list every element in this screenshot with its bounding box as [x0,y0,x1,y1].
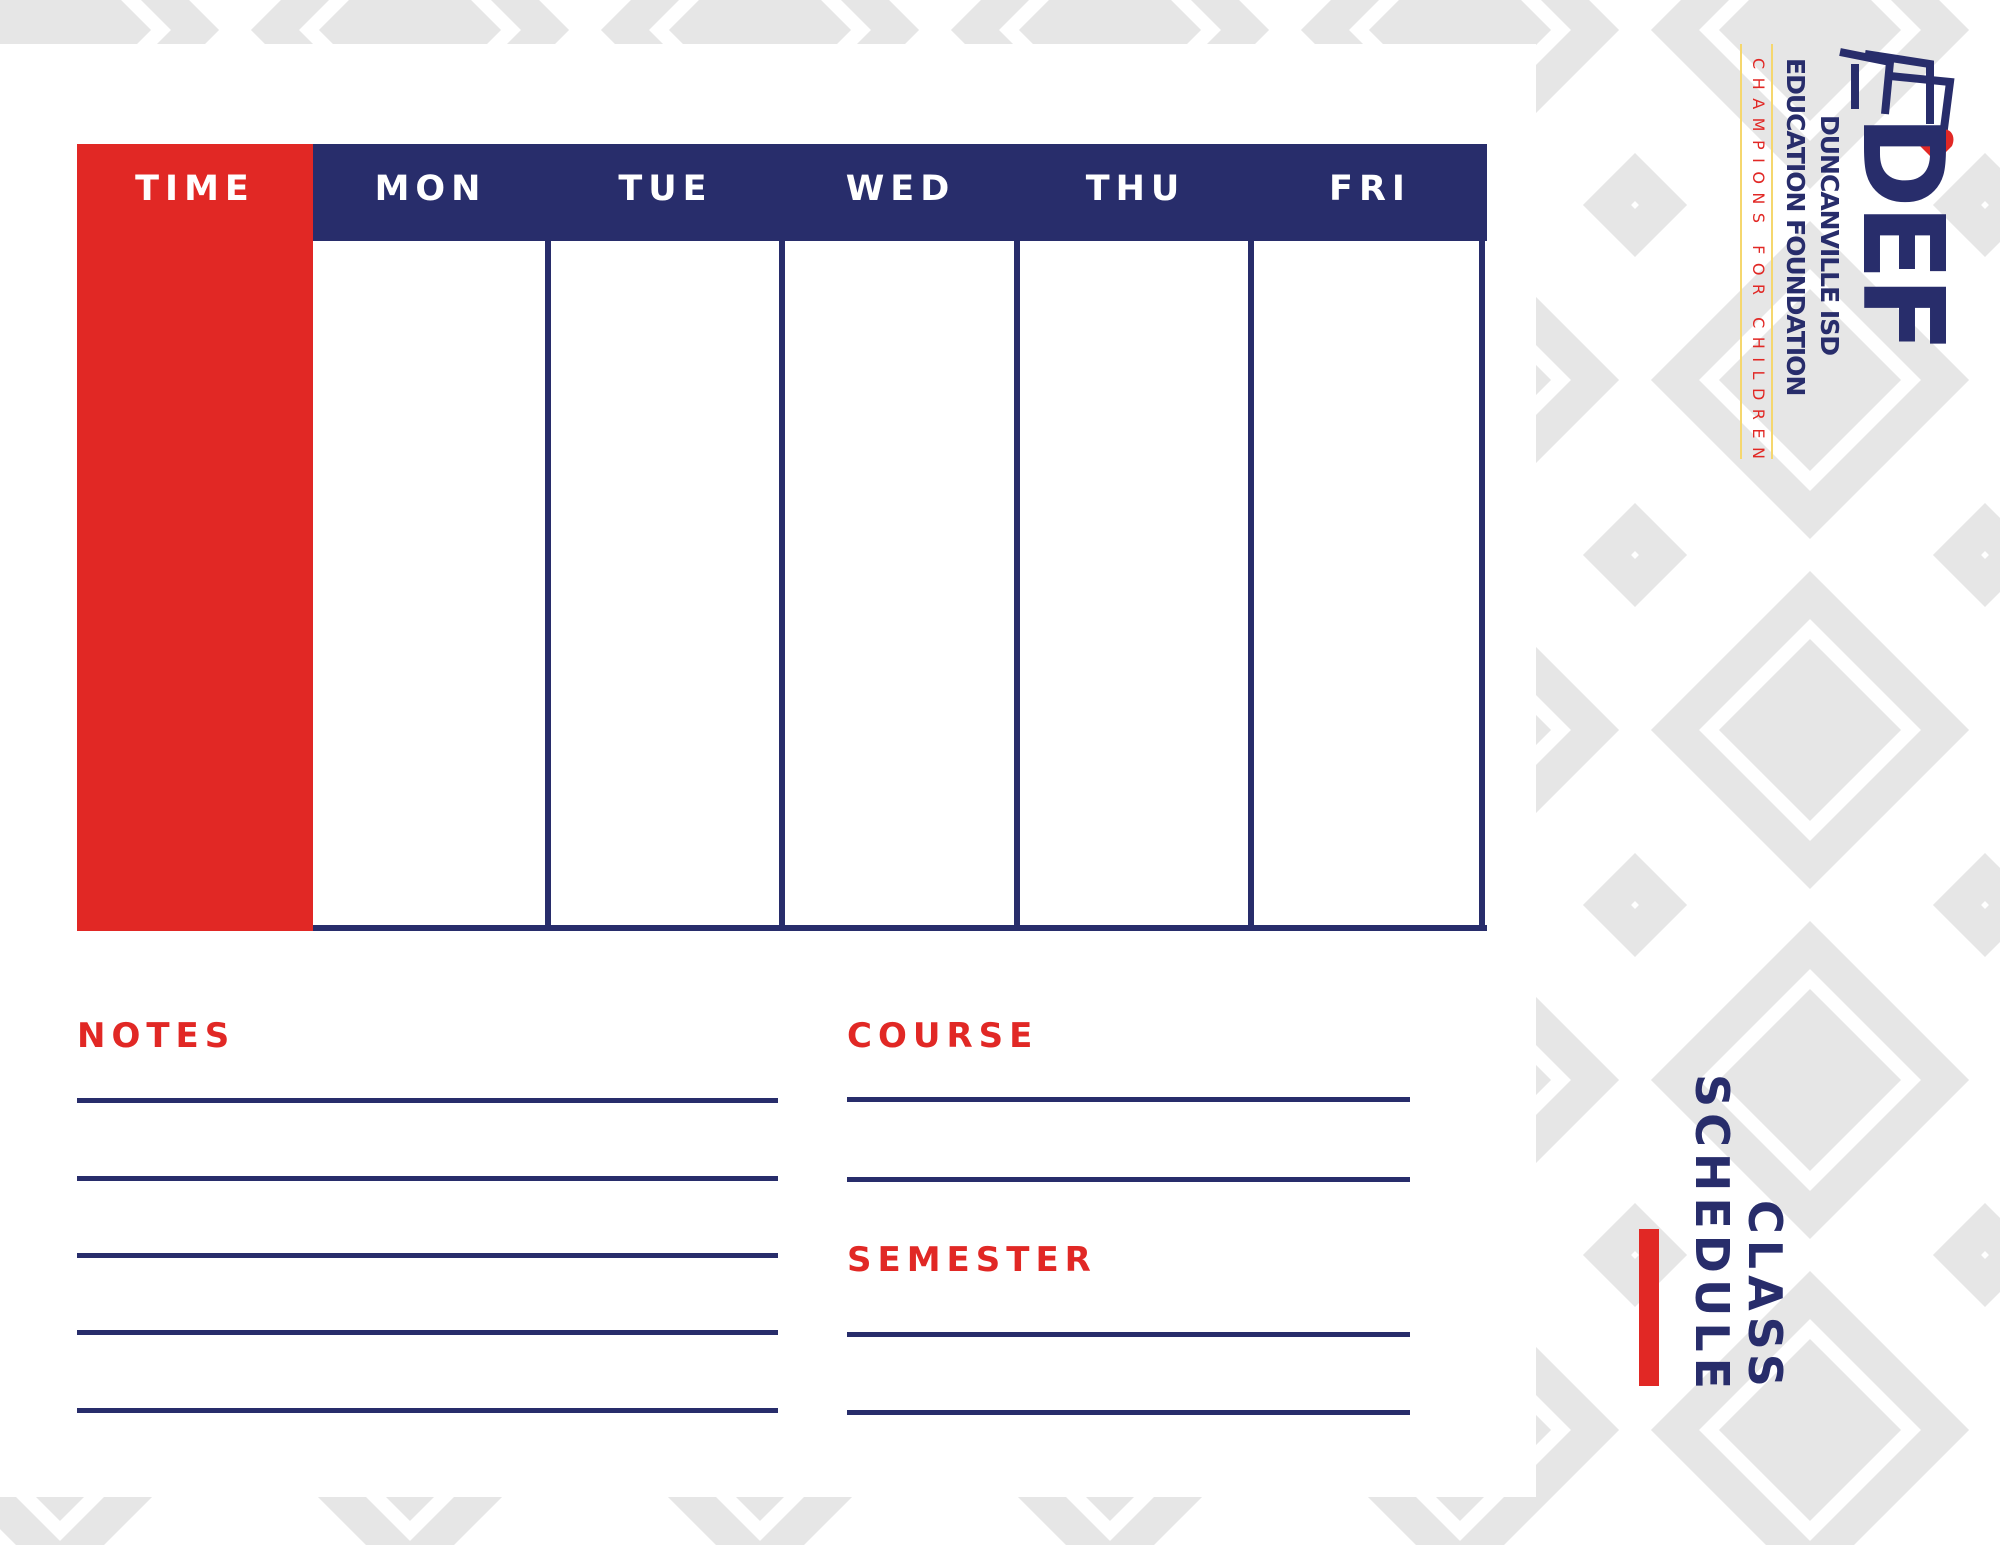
logo-tagline: CHAMPIONS FOR CHILDREN [1749,58,1768,468]
notes-line[interactable] [77,1330,778,1335]
notes-line[interactable] [77,1176,778,1181]
notes-line[interactable] [77,1098,778,1103]
semester-label: SEMESTER [847,1240,1097,1280]
notes-line[interactable] [77,1408,778,1413]
logo-divider [1740,44,1742,459]
title-accent-bar [1639,1229,1659,1386]
title-class: CLASS [1738,1200,1792,1393]
column-divider [1248,241,1254,931]
day-header-fri: FRI [1329,169,1411,209]
semester-line[interactable] [847,1332,1410,1337]
column-divider [779,241,785,931]
logo-line-1: DUNCANVILLE ISD [1815,115,1844,355]
day-header-tue: TUE [618,169,713,209]
day-header-wed: WED [845,169,956,209]
semester-line[interactable] [847,1410,1410,1415]
course-line[interactable] [847,1177,1410,1182]
schedule-table: TIME MON TUE WED THU FRI [77,144,1487,931]
notes-label: NOTES [77,1016,236,1056]
day-header-thu: THU [1085,169,1186,209]
column-divider [1014,241,1020,931]
column-divider [1479,241,1485,931]
time-header: TIME [135,169,255,209]
logo-mark-text: DEF [1837,115,1967,349]
table-bottom-border [313,925,1487,931]
column-divider [545,241,551,931]
course-line[interactable] [847,1097,1410,1102]
logo-line-2: EDUCATION FOUNDATION [1781,58,1810,396]
time-column: TIME [77,144,313,931]
day-header-mon: MON [374,169,487,209]
course-label: COURSE [847,1016,1039,1056]
heart-icon [1918,129,1954,162]
days-header: MON TUE WED THU FRI [313,144,1487,241]
def-logo-mark [1839,48,1955,162]
logo-divider [1771,44,1773,459]
title-schedule: SCHEDULE [1685,1074,1739,1396]
notes-line[interactable] [77,1253,778,1258]
